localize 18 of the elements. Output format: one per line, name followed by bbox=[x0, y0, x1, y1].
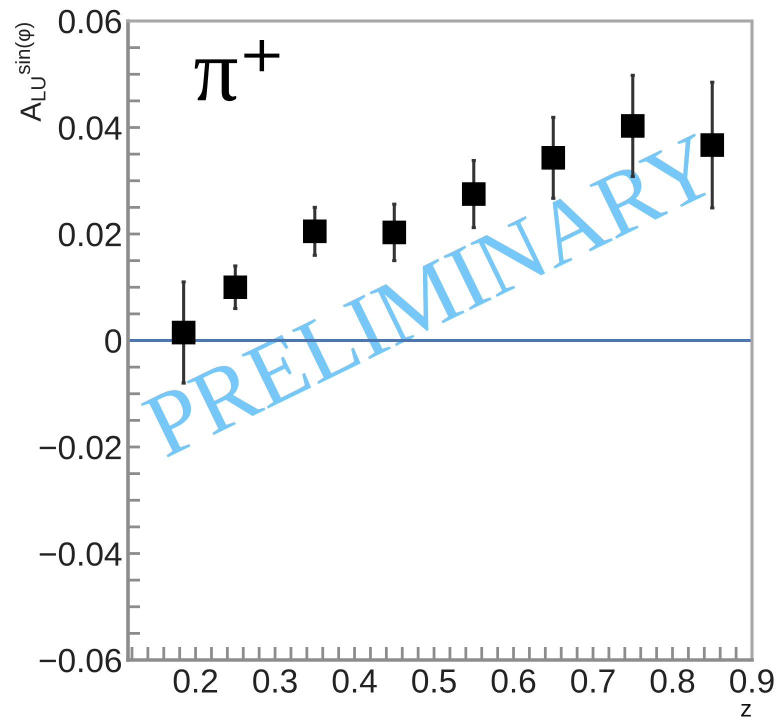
x-tick-label: 0.6 bbox=[492, 669, 536, 693]
x-tick-label: 0.2 bbox=[174, 669, 218, 693]
y-axis-title: A$_{LU}$$^{sin(φ)}$ bbox=[15, 23, 46, 122]
y-tick-label: 0.04 bbox=[58, 116, 122, 140]
x-tick-label: 0.3 bbox=[253, 669, 297, 693]
y-tick-label: 0.06 bbox=[58, 10, 121, 34]
chart-title: π⁺ bbox=[194, 40, 280, 102]
x-axis-title: z bbox=[741, 704, 751, 717]
x-tick-label: 0.7 bbox=[571, 669, 615, 693]
x-tick-label: 0.8 bbox=[650, 669, 694, 693]
y-tick-label: 0 bbox=[105, 329, 122, 353]
y-tick-label: −0.04 bbox=[40, 542, 122, 566]
y-tick-label: −0.06 bbox=[40, 648, 121, 672]
y-tick-label: 0.02 bbox=[58, 222, 121, 246]
x-tick-label: 0.4 bbox=[332, 669, 377, 693]
y-tick-label: −0.02 bbox=[40, 436, 121, 460]
x-tick-label: 0.9 bbox=[730, 669, 774, 693]
x-tick-label: 0.5 bbox=[412, 669, 456, 693]
